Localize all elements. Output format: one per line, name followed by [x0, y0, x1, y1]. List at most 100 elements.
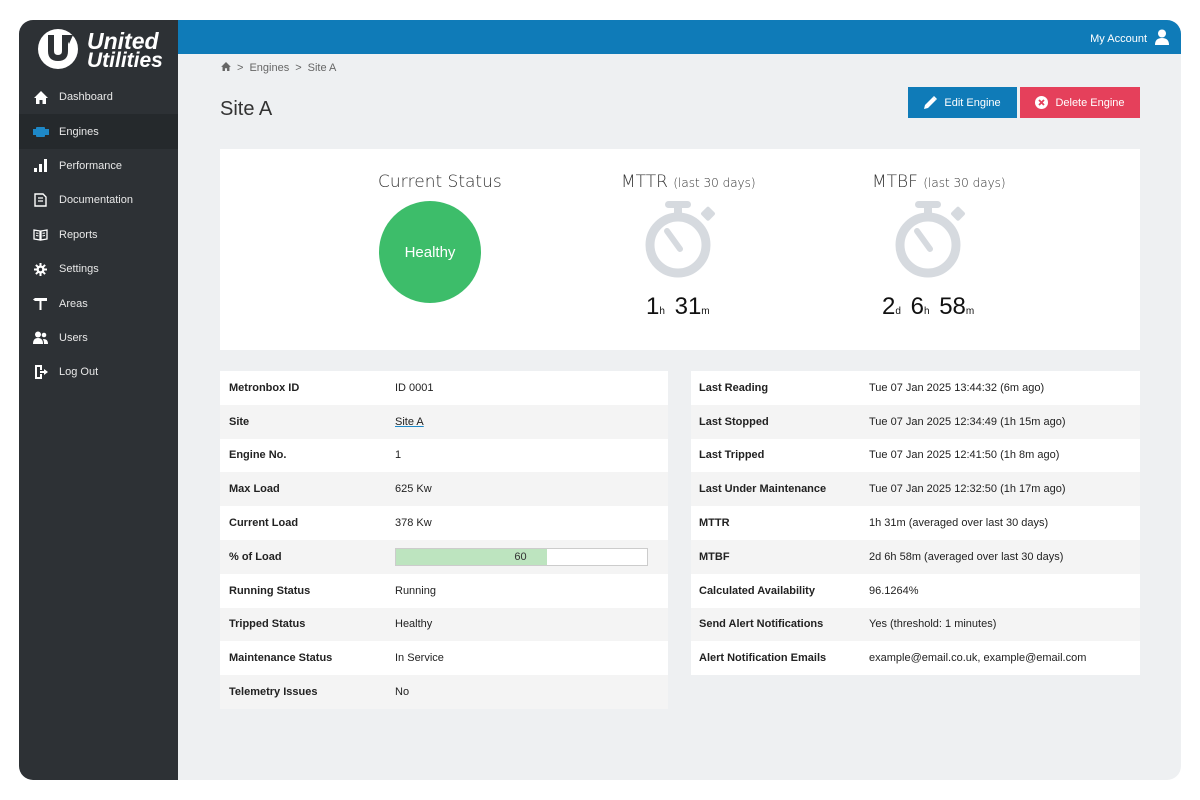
table-row: Tripped Status Healthy — [220, 607, 668, 642]
row-key: Last Stopped — [699, 415, 769, 428]
mtbf-title: MTBF (last 30 days) — [872, 172, 1006, 192]
sidebar-item-logout[interactable]: Log Out — [19, 355, 178, 389]
sidebar-item-label: Settings — [59, 263, 99, 276]
brand-line1: United — [87, 28, 159, 54]
row-value: Tue 07 Jan 2025 13:44:32 (6m ago) — [869, 381, 1045, 394]
row-value: In Service — [395, 652, 444, 665]
sidebar-item-label: Documentation — [59, 194, 133, 207]
breadcrumb-engines[interactable]: Engines — [249, 62, 290, 74]
documentation-icon — [32, 193, 49, 208]
app-window: United Utilities Dashboard Engines Pe — [19, 20, 1181, 780]
load-progress-bar: 60 — [395, 547, 648, 566]
home-icon — [32, 90, 49, 104]
row-value: 2d 6h 58m (averaged over last 30 days) — [869, 550, 1064, 563]
edit-engine-button[interactable]: Edit Engine — [908, 87, 1017, 118]
gear-icon — [32, 262, 49, 276]
row-key: MTBF — [699, 550, 730, 563]
row-key: Tripped Status — [229, 618, 306, 631]
home-icon[interactable] — [221, 62, 231, 74]
row-key: Last Tripped — [699, 449, 765, 462]
breadcrumb-site: Site A — [307, 62, 337, 74]
user-icon — [1155, 29, 1169, 48]
sidebar-item-label: Log Out — [59, 366, 99, 379]
page-title: Site A — [220, 98, 273, 120]
table-row: MTTR 1h 31m (averaged over last 30 days) — [691, 506, 1140, 540]
site-link[interactable]: Site A — [395, 415, 424, 428]
stopwatch-icon — [643, 197, 721, 284]
delete-engine-button[interactable]: Delete Engine — [1020, 87, 1140, 118]
row-key: Maintenance Status — [229, 652, 333, 665]
reports-icon — [32, 228, 49, 242]
mttr-value: 1h 31m — [646, 293, 710, 320]
table-row: Current Load 378 Kw — [220, 506, 668, 540]
my-account-label: My Account — [1090, 32, 1147, 45]
sidebar-item-dashboard[interactable]: Dashboard — [19, 80, 178, 114]
engine-icon — [32, 125, 49, 139]
table-row: Site Site A — [220, 404, 668, 439]
sidebar-item-performance[interactable]: Performance — [19, 149, 178, 183]
row-key: Send Alert Notifications — [699, 618, 824, 631]
row-key: MTTR — [699, 517, 730, 530]
row-key: Alert Notification Emails — [699, 652, 827, 665]
sidebar-item-users[interactable]: Users — [19, 321, 178, 355]
close-circle-icon — [1035, 96, 1049, 109]
row-key: Last Under Maintenance — [699, 483, 827, 496]
logout-icon — [32, 365, 49, 380]
progress-value: 60 — [514, 550, 527, 563]
status-value: Healthy — [404, 243, 456, 261]
top-bar: My Account — [178, 20, 1181, 54]
progress-fill — [396, 548, 547, 565]
mtbf-value: 2d 6h 58m — [882, 293, 975, 320]
sidebar-item-reports[interactable]: Reports — [19, 218, 178, 252]
breadcrumb-separator: > — [295, 62, 302, 74]
row-value: No — [395, 686, 410, 699]
table-row: Running Status Running — [220, 574, 668, 608]
brand-line2: Utilities — [87, 49, 163, 72]
row-value: ID 0001 — [395, 381, 434, 394]
row-key: Telemetry Issues — [229, 686, 318, 699]
table-row: MTBF 2d 6h 58m (averaged over last 30 da… — [691, 539, 1140, 574]
delete-engine-label: Delete Engine — [1055, 96, 1125, 109]
row-key: Current Load — [229, 517, 299, 530]
bar-chart-icon — [32, 159, 49, 173]
signpost-icon — [32, 297, 49, 311]
row-value: 1 — [395, 449, 402, 462]
breadcrumb-separator: > — [237, 62, 244, 74]
table-row: Metronbox ID ID 0001 — [220, 371, 668, 405]
status-indicator: Healthy — [379, 201, 481, 303]
sidebar-item-documentation[interactable]: Documentation — [19, 183, 178, 217]
engine-timeline-table: Last Reading Tue 07 Jan 2025 13:44:32 (6… — [691, 371, 1140, 676]
row-key: Site — [229, 415, 250, 428]
row-key: Last Reading — [699, 381, 769, 394]
row-key: Max Load — [229, 483, 280, 496]
table-row: Last Reading Tue 07 Jan 2025 13:44:32 (6… — [691, 371, 1140, 405]
row-value: 378 Kw — [395, 517, 432, 530]
sidebar-item-settings[interactable]: Settings — [19, 252, 178, 286]
table-row: Last Tripped Tue 07 Jan 2025 12:41:50 (1… — [691, 439, 1140, 473]
logo-mark-icon — [38, 29, 78, 69]
engine-details-table: Metronbox ID ID 0001 Site Site A Engine … — [220, 371, 668, 709]
edit-engine-label: Edit Engine — [944, 96, 1001, 109]
sidebar-item-label: Dashboard — [59, 91, 113, 104]
stopwatch-icon — [893, 197, 971, 284]
sidebar-nav: Dashboard Engines Performance Documentat… — [19, 80, 178, 390]
sidebar-item-engines[interactable]: Engines — [19, 114, 178, 149]
sidebar: United Utilities Dashboard Engines Pe — [19, 20, 178, 780]
status-summary-card: Current Status Healthy MTTR (last 30 day… — [220, 149, 1140, 350]
sidebar-item-label: Performance — [59, 159, 122, 172]
table-row: Last Under Maintenance Tue 07 Jan 2025 1… — [691, 472, 1140, 507]
sidebar-item-label: Areas — [59, 297, 88, 310]
mttr-title: MTTR (last 30 days) — [621, 172, 756, 192]
row-value: 625 Kw — [395, 483, 432, 496]
sidebar-item-areas[interactable]: Areas — [19, 286, 178, 320]
row-value: Tue 07 Jan 2025 12:32:50 (1h 17m ago) — [869, 483, 1066, 496]
row-key: Engine No. — [229, 449, 287, 462]
row-key: Calculated Availability — [699, 584, 815, 597]
my-account-menu[interactable]: My Account — [1090, 29, 1169, 48]
current-status-title: Current Status — [378, 172, 502, 192]
table-row: Maintenance Status In Service — [220, 641, 668, 675]
breadcrumb: > Engines > Site A — [221, 62, 336, 74]
brand-logo[interactable]: United Utilities — [35, 26, 165, 72]
row-key: % of Load — [229, 550, 282, 563]
row-key: Running Status — [229, 584, 311, 597]
